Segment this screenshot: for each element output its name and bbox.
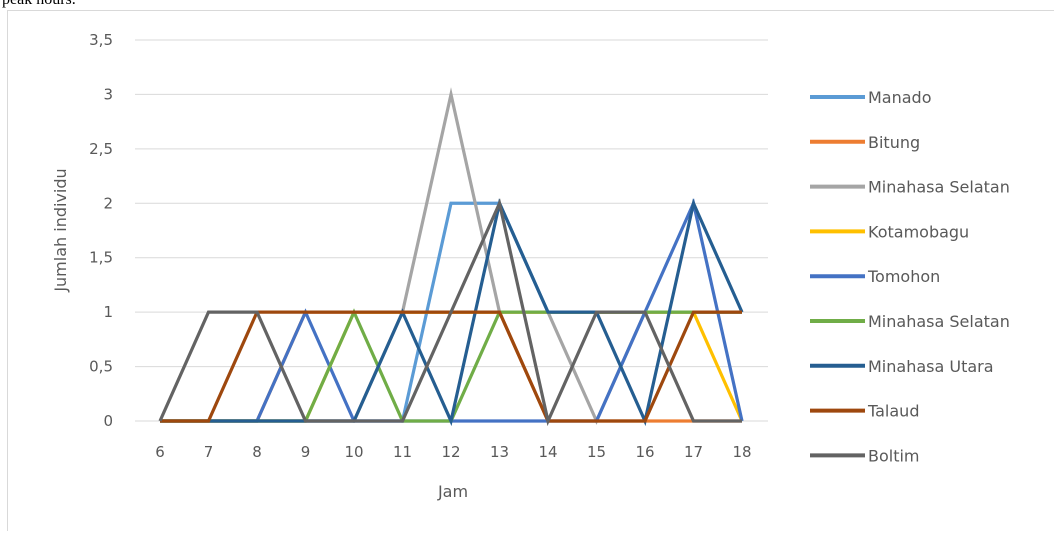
x-tick-label: 16 xyxy=(635,443,654,461)
legend-label: Minahasa Selatan xyxy=(868,312,1010,331)
series-lines xyxy=(158,87,744,427)
x-tick-label: 8 xyxy=(252,443,262,461)
x-tick-label: 13 xyxy=(490,443,509,461)
legend-label: Tomohon xyxy=(867,267,940,286)
legend-label: Kotamobagu xyxy=(868,222,969,241)
y-tick-label: 2 xyxy=(103,194,113,212)
y-tick-label: 0 xyxy=(103,412,113,430)
chart-frame xyxy=(7,10,1054,531)
x-axis-title: Jam xyxy=(437,482,468,501)
legend-label: Boltim xyxy=(868,446,920,465)
y-tick-label: 2,5 xyxy=(89,140,113,158)
y-tick-label: 0,5 xyxy=(89,358,113,376)
x-tick-label: 12 xyxy=(441,443,460,461)
x-tick-label: 18 xyxy=(732,443,751,461)
y-tick-label: 3 xyxy=(103,85,113,103)
caption-fragment: peak hours. xyxy=(2,0,76,9)
x-tick-label: 10 xyxy=(344,443,363,461)
y-tick-labels: 0 0,5 1 1,5 2 2,5 3 3,5 xyxy=(89,31,113,430)
series-line xyxy=(158,198,742,427)
x-tick-label: 7 xyxy=(204,443,214,461)
y-axis-title: Jumlah individu xyxy=(51,168,70,292)
x-tick-label: 14 xyxy=(538,443,557,461)
y-tick-label: 1,5 xyxy=(89,249,113,267)
legend-label: Minahasa Selatan xyxy=(868,178,1010,197)
x-tick-label: 15 xyxy=(587,443,606,461)
legend-label: Minahasa Utara xyxy=(868,357,994,376)
legend-label: Bitung xyxy=(868,133,920,152)
x-tick-label: 11 xyxy=(393,443,412,461)
legend-label: Manado xyxy=(868,88,932,107)
legend-label: Talaud xyxy=(867,402,919,421)
x-tick-label: 9 xyxy=(301,443,311,461)
x-tick-label: 6 xyxy=(155,443,165,461)
x-tick-label: 17 xyxy=(684,443,703,461)
legend: Manado Bitung Minahasa Selatan Kotamobagu To… xyxy=(810,88,1010,465)
y-tick-label: 1 xyxy=(103,303,113,321)
y-tick-label: 3,5 xyxy=(89,31,113,49)
x-tick-labels: 6 7 8 9 10 11 12 13 14 15 16 17 18 xyxy=(155,443,751,461)
